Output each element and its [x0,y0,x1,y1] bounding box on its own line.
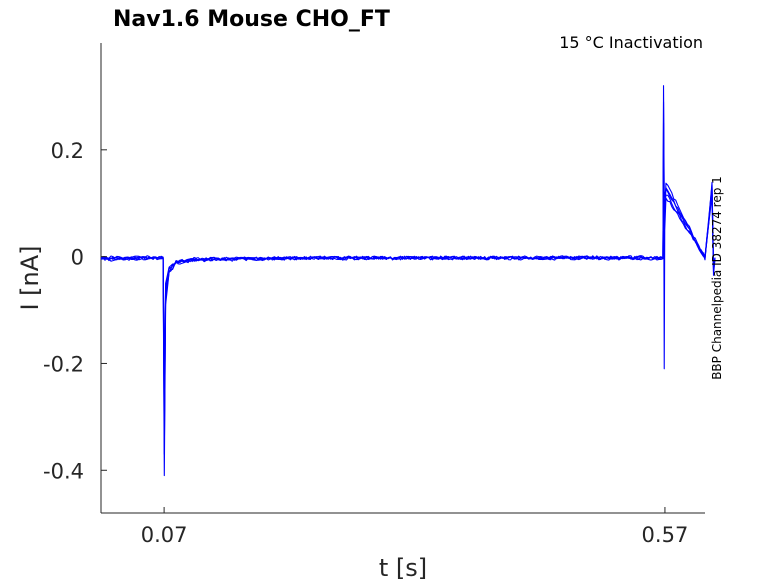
x-tick-label: 0.07 [141,523,188,547]
y-tick-label: 0.2 [51,139,84,163]
current-trace-5 [100,159,716,375]
channelpedia-id-label: BBP Channelpedia ID 38274 rep 1 [710,176,724,380]
x-tick-label: 0.57 [642,523,689,547]
current-trace-3 [100,122,716,434]
y-axis-label: I [nA] [16,245,44,310]
chart-subtitle: 15 °C Inactivation [559,33,703,52]
chart-title: Nav1.6 Mouse CHO_FT [113,7,390,32]
current-trace-2 [100,101,716,455]
trace-group [100,85,716,477]
current-trace-1 [100,85,716,477]
current-trace-4 [100,143,716,407]
x-axis-label: t [s] [379,554,427,582]
tick-group: 0.07 0.57 0.2 0 -0.2 -0.4 [43,139,688,547]
plot-axes [100,43,705,514]
y-tick-label: 0 [71,246,84,270]
y-tick-label: -0.4 [43,459,84,483]
y-tick-label: -0.2 [43,352,84,376]
